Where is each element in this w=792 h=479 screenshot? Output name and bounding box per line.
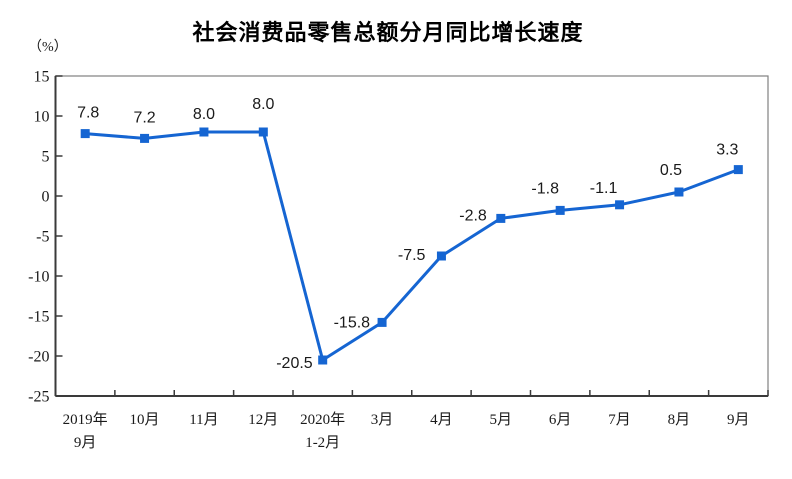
y-axis-tick-label: -15 [28, 309, 49, 326]
chart-title: 社会消费品零售总额分月同比增长速度 [192, 20, 584, 45]
series-line [83, 130, 740, 362]
y-axis-tick-label: 10 [34, 109, 50, 126]
x-axis-tick-label: 5月 [490, 412, 513, 428]
data-point-marker [496, 213, 506, 223]
y-axis-tick-label: -10 [28, 269, 49, 286]
y-axis-tick-label: 15 [34, 69, 50, 86]
data-point-label: 0.5 [660, 162, 682, 179]
data-point-marker [318, 355, 328, 365]
x-axis-tick-label: 7月 [608, 412, 631, 428]
data-point-label: -7.5 [398, 247, 426, 264]
data-point-marker [258, 127, 268, 137]
x-axis-tick-label: 10月 [130, 412, 160, 428]
x-axis-tick-label: 9月 [74, 435, 97, 451]
data-point-marker [733, 165, 743, 175]
y-axis-tick-label: 0 [42, 189, 50, 206]
x-axis-tick-label: 2019年 [63, 411, 108, 428]
y-axis-tick-label: -5 [36, 229, 49, 246]
data-point-label: -15.8 [334, 314, 371, 331]
x-axis-tick-label: 3月 [371, 412, 394, 428]
data-point-label: -2.8 [459, 207, 487, 224]
data-point-label: 3.3 [716, 142, 738, 159]
plot-frame [54, 75, 769, 397]
x-axis-tick-label: 2020年 [300, 411, 345, 428]
data-point-label: 7.8 [77, 105, 99, 122]
data-point-marker [615, 200, 625, 210]
y-axis-unit-label: （%） [28, 40, 68, 55]
data-point-label: -1.1 [590, 180, 618, 197]
data-point-label: -1.8 [531, 180, 559, 197]
y-axis-tick-label: -25 [28, 389, 49, 406]
data-point-marker [80, 129, 90, 139]
data-point-marker [140, 133, 150, 143]
x-axis-tick-label: 9月 [727, 412, 750, 428]
x-axis-tick-label: 11月 [189, 412, 218, 428]
data-point-label: 7.2 [133, 109, 155, 126]
data-point-label: 8.0 [193, 106, 215, 123]
x-axis-tick-label: 4月 [430, 412, 453, 428]
data-point-marker [555, 205, 565, 215]
data-point-label: -20.5 [276, 355, 313, 372]
data-point-marker [436, 251, 446, 261]
x-axis-tick-label: 6月 [549, 412, 572, 428]
y-axis-tick-label: -20 [28, 349, 49, 366]
data-point-marker [674, 187, 684, 197]
x-axis-tick-label: 1-2月 [305, 435, 340, 451]
data-point-marker [377, 317, 387, 327]
data-point-label: 8.0 [252, 96, 274, 113]
y-axis-tick-label: 5 [42, 149, 50, 166]
x-axis-tick-label: 8月 [668, 412, 691, 428]
data-point-marker [199, 127, 209, 137]
x-axis-tick-label: 12月 [248, 412, 278, 428]
